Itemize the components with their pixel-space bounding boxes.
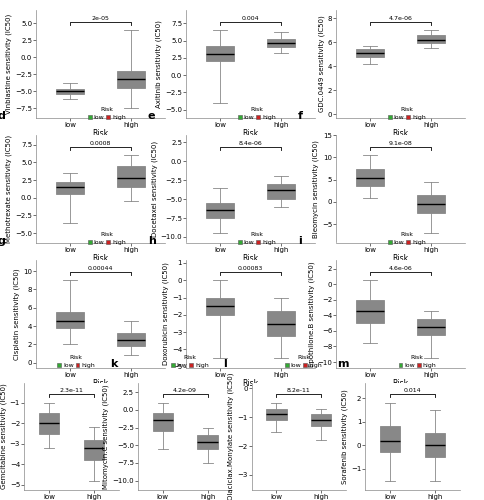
PathPatch shape — [206, 298, 234, 315]
Legend: low, high: low, high — [387, 106, 427, 122]
PathPatch shape — [117, 166, 145, 187]
PathPatch shape — [267, 312, 295, 336]
PathPatch shape — [117, 71, 145, 88]
Legend: low, high: low, high — [397, 354, 438, 369]
X-axis label: Risk: Risk — [242, 379, 258, 388]
Y-axis label: Olaciclax.Monylate sensitivity (IC50): Olaciclax.Monylate sensitivity (IC50) — [228, 372, 234, 500]
Y-axis label: Vinblastine sensitivity (IC50): Vinblastine sensitivity (IC50) — [6, 14, 13, 114]
Text: 0.00044: 0.00044 — [88, 266, 113, 271]
Legend: low, high: low, high — [237, 231, 277, 246]
Text: l: l — [223, 359, 227, 369]
PathPatch shape — [356, 300, 384, 323]
PathPatch shape — [56, 88, 84, 94]
Y-axis label: Cisplatin sensitivity (IC50): Cisplatin sensitivity (IC50) — [14, 268, 20, 360]
PathPatch shape — [356, 168, 384, 186]
Text: 0.014: 0.014 — [404, 388, 422, 394]
Y-axis label: Bleomycin sensitivity (IC50): Bleomycin sensitivity (IC50) — [313, 140, 319, 237]
Text: 4.6e-06: 4.6e-06 — [389, 266, 412, 271]
PathPatch shape — [356, 50, 384, 56]
Text: 4.7e-06: 4.7e-06 — [389, 16, 412, 21]
PathPatch shape — [206, 46, 234, 62]
Y-axis label: Doxorubicin sensitivity (IC50): Doxorubicin sensitivity (IC50) — [163, 262, 169, 365]
Text: d: d — [0, 112, 6, 122]
PathPatch shape — [197, 434, 218, 449]
Text: k: k — [109, 359, 117, 369]
Legend: low, high: low, high — [387, 231, 427, 246]
Y-axis label: Methotrexate sensitivity (IC50): Methotrexate sensitivity (IC50) — [6, 134, 13, 243]
Text: 8.2e-11: 8.2e-11 — [287, 388, 311, 394]
Text: 9.1e-08: 9.1e-08 — [389, 141, 412, 146]
X-axis label: Risk: Risk — [242, 129, 258, 138]
Y-axis label: Axitinib sensitivity (IC50): Axitinib sensitivity (IC50) — [156, 20, 163, 108]
PathPatch shape — [56, 182, 84, 194]
Text: f: f — [298, 112, 303, 122]
X-axis label: Risk: Risk — [92, 379, 108, 388]
Legend: low, high: low, high — [87, 106, 127, 122]
PathPatch shape — [417, 35, 445, 43]
PathPatch shape — [152, 414, 173, 431]
Text: 2e-05: 2e-05 — [91, 16, 109, 21]
Text: 4.2e-09: 4.2e-09 — [173, 388, 197, 394]
Text: m: m — [337, 359, 348, 369]
PathPatch shape — [117, 334, 145, 346]
PathPatch shape — [266, 408, 287, 420]
PathPatch shape — [311, 414, 332, 426]
Text: i: i — [298, 236, 302, 246]
Y-axis label: Gemcitabine sensitivity (IC50): Gemcitabine sensitivity (IC50) — [0, 384, 7, 489]
Y-axis label: Docetaxel sensitivity (IC50): Docetaxel sensitivity (IC50) — [151, 140, 158, 237]
PathPatch shape — [267, 39, 295, 48]
X-axis label: Risk: Risk — [242, 254, 258, 263]
PathPatch shape — [380, 426, 400, 452]
PathPatch shape — [39, 413, 59, 434]
Text: e: e — [148, 112, 155, 122]
Legend: low, high: low, high — [56, 354, 96, 369]
PathPatch shape — [425, 434, 445, 457]
X-axis label: Risk: Risk — [393, 129, 408, 138]
PathPatch shape — [56, 312, 84, 328]
X-axis label: Risk: Risk — [393, 254, 408, 263]
Y-axis label: Epothilone.B sensitivity (IC50): Epothilone.B sensitivity (IC50) — [308, 261, 315, 366]
PathPatch shape — [84, 440, 104, 460]
Legend: low, high: low, high — [170, 354, 210, 369]
PathPatch shape — [267, 184, 295, 199]
X-axis label: Risk: Risk — [92, 254, 108, 263]
Text: g: g — [0, 236, 6, 246]
Legend: low, high: low, high — [284, 354, 324, 369]
Y-axis label: Mitomycin.C sensitivity (IC50): Mitomycin.C sensitivity (IC50) — [103, 384, 109, 488]
Text: 0.004: 0.004 — [242, 16, 259, 21]
Text: h: h — [148, 236, 156, 246]
Legend: low, high: low, high — [237, 106, 277, 122]
Text: 0.0008: 0.0008 — [90, 141, 111, 146]
Y-axis label: GDC.0449 sensitivity (IC50): GDC.0449 sensitivity (IC50) — [318, 16, 325, 112]
PathPatch shape — [417, 196, 445, 213]
PathPatch shape — [417, 319, 445, 335]
Legend: low, high: low, high — [87, 231, 127, 246]
Text: 2.3e-11: 2.3e-11 — [60, 388, 83, 394]
Text: 8.4e-06: 8.4e-06 — [239, 141, 262, 146]
Text: 0.00083: 0.00083 — [238, 266, 263, 271]
X-axis label: Risk: Risk — [92, 129, 108, 138]
Y-axis label: Sorafenib sensitivity (IC50): Sorafenib sensitivity (IC50) — [342, 389, 348, 484]
X-axis label: Risk: Risk — [393, 379, 408, 388]
PathPatch shape — [206, 203, 234, 218]
